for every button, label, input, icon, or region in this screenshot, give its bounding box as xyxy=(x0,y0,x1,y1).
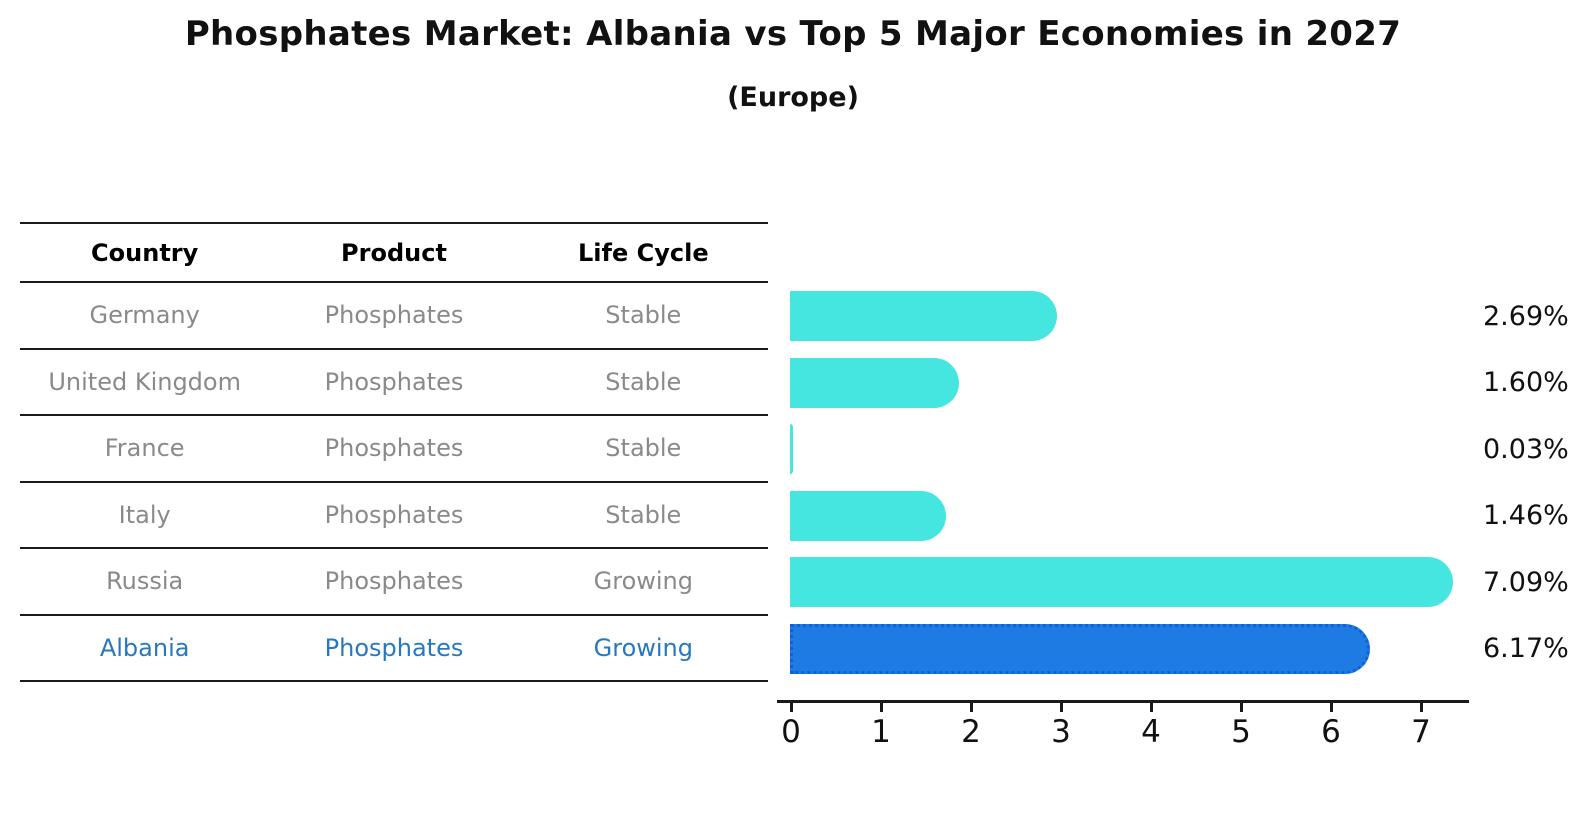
cell-life-cycle: Stable xyxy=(605,434,682,463)
value-row: 0.03% xyxy=(1483,416,1569,483)
bar-row xyxy=(790,616,1490,683)
x-tick-mark xyxy=(1059,703,1063,712)
chart-title: Phosphates Market: Albania vs Top 5 Majo… xyxy=(184,14,1402,54)
table-row-italy: Italy Phosphates Stable xyxy=(20,483,768,549)
value-label-albania: 6.17% xyxy=(1483,633,1569,665)
x-tick-label: 1 xyxy=(871,714,891,750)
x-tick-label: 4 xyxy=(1141,714,1161,750)
value-row: 1.46% xyxy=(1483,483,1569,550)
x-tick-label: 7 xyxy=(1411,714,1431,750)
cell-product: Phosphates xyxy=(324,500,464,529)
chart-subtitle: (Europe) xyxy=(727,82,859,113)
x-tick-mark xyxy=(1149,703,1153,712)
bar-russia xyxy=(790,557,1454,608)
cell-life-cycle: Growing xyxy=(593,633,693,662)
value-row: 7.09% xyxy=(1483,549,1569,616)
x-axis-ticks: 0 1 2 3 4 5 6 7 xyxy=(781,703,1431,758)
table-row-germany: Germany Phosphates Stable xyxy=(20,283,768,350)
cell-country: Germany xyxy=(89,301,200,330)
bar-italy xyxy=(790,490,947,541)
value-row: 1.60% xyxy=(1483,350,1569,417)
country-table: Country Product Life Cycle Germany Phosp… xyxy=(20,222,768,682)
cell-country: Albania xyxy=(99,633,190,662)
x-tick-label: 6 xyxy=(1321,714,1341,750)
value-row: 2.69% xyxy=(1483,283,1569,350)
table-row-france: France Phosphates Stable xyxy=(20,416,768,483)
x-tick-mark xyxy=(1419,703,1423,712)
x-tick-mark xyxy=(879,703,883,712)
value-labels: 2.69% 1.60% 0.03% 1.46% 7.09% 6.17% xyxy=(1483,283,1569,682)
value-label-france: 0.03% xyxy=(1483,433,1569,465)
bar-germany xyxy=(790,291,1058,342)
x-tick-mark xyxy=(1329,703,1333,712)
x-axis-line xyxy=(777,700,1469,703)
value-label-united-kingdom: 1.60% xyxy=(1483,367,1569,399)
bar-row xyxy=(790,549,1490,616)
cell-country: Italy xyxy=(118,500,171,529)
column-header-product: Product xyxy=(341,238,447,267)
value-label-russia: 7.09% xyxy=(1483,566,1569,598)
x-tick-mark xyxy=(969,703,973,712)
bar-chart-area xyxy=(790,283,1490,682)
value-row: 6.17% xyxy=(1483,616,1569,683)
x-tick-mark xyxy=(1239,703,1243,712)
value-label-italy: 1.46% xyxy=(1483,500,1569,532)
column-header-country: Country xyxy=(91,238,199,267)
bar-france xyxy=(790,424,793,475)
cell-product: Phosphates xyxy=(324,301,464,330)
cell-life-cycle: Stable xyxy=(605,301,682,330)
bar-united-kingdom xyxy=(790,357,959,408)
cell-product: Phosphates xyxy=(324,633,464,662)
bar-row xyxy=(790,483,1490,550)
cell-life-cycle: Stable xyxy=(605,367,682,396)
bar-row xyxy=(790,416,1490,483)
cell-country: United Kingdom xyxy=(48,367,241,396)
table-row-united-kingdom: United Kingdom Phosphates Stable xyxy=(20,350,768,416)
table-row-russia: Russia Phosphates Growing xyxy=(20,549,768,616)
bar-row xyxy=(790,283,1490,350)
cell-life-cycle: Growing xyxy=(593,567,693,596)
x-tick-label: 3 xyxy=(1051,714,1071,750)
cell-country: France xyxy=(104,434,185,463)
value-label-germany: 2.69% xyxy=(1483,300,1569,332)
cell-product: Phosphates xyxy=(324,434,464,463)
cell-life-cycle: Stable xyxy=(605,500,682,529)
x-tick-label: 2 xyxy=(961,714,981,750)
table-row-albania: Albania Phosphates Growing xyxy=(20,616,768,682)
bar-albania-highlighted xyxy=(790,623,1371,674)
column-header-life-cycle: Life Cycle xyxy=(578,238,709,267)
cell-product: Phosphates xyxy=(324,367,464,396)
bar-row xyxy=(790,350,1490,417)
table-header-row: Country Product Life Cycle xyxy=(20,222,768,283)
cell-product: Phosphates xyxy=(324,567,464,596)
cell-country: Russia xyxy=(106,567,184,596)
x-tick-mark xyxy=(789,703,793,712)
x-tick-label: 5 xyxy=(1231,714,1251,750)
x-tick-label: 0 xyxy=(781,714,801,750)
